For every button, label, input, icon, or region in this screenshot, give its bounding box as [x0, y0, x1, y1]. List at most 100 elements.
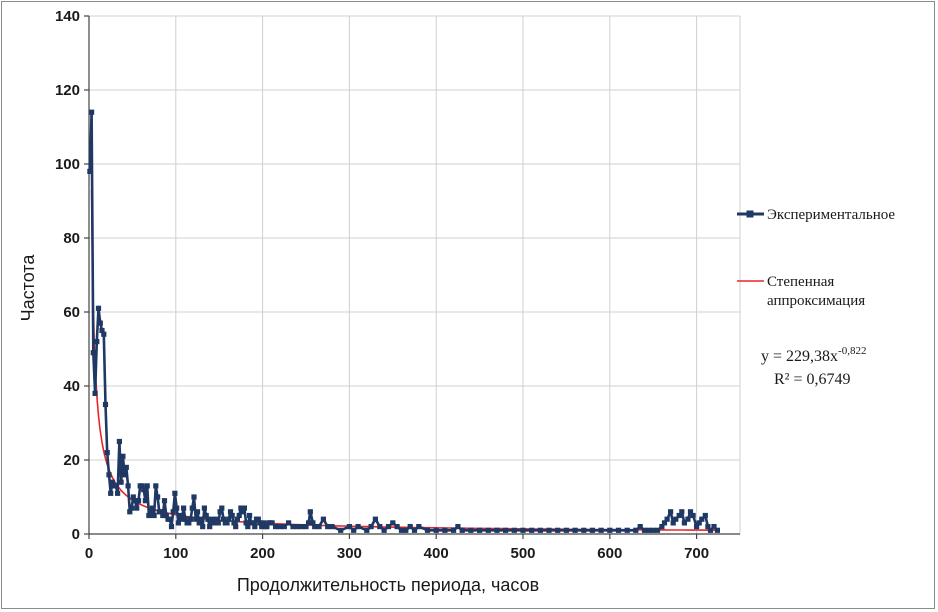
- experimental-point: [607, 527, 613, 533]
- equation-prefix: y = 229,38x: [761, 348, 838, 365]
- experimental-point: [224, 520, 230, 526]
- experimental-point: [219, 505, 225, 511]
- equation-main: y = 229,38x-0,822: [761, 345, 866, 365]
- experimental-point: [158, 509, 164, 515]
- experimental-point: [390, 520, 396, 526]
- experimental-point: [127, 509, 133, 515]
- experimental-point: [468, 527, 474, 533]
- experimental-point: [260, 520, 267, 526]
- experimental-point: [135, 498, 142, 504]
- experimental-point: [198, 516, 204, 522]
- experimental-point: [243, 520, 249, 526]
- experimental-point: [212, 520, 218, 526]
- experimental-point: [163, 512, 169, 519]
- experimental-point: [101, 331, 107, 337]
- experimental-point: [161, 498, 168, 504]
- experimental-point: [654, 527, 661, 533]
- experimental-point: [203, 512, 209, 519]
- experimental-point: [118, 479, 124, 485]
- y-axis-title: Частота: [18, 254, 38, 322]
- experimental-point: [676, 512, 682, 519]
- y-tick-label: 40: [63, 378, 80, 395]
- experimental-point: [455, 524, 461, 530]
- experimental-point: [104, 450, 110, 456]
- x-tick-label: 400: [424, 545, 449, 562]
- experimental-point: [442, 527, 448, 533]
- experimental-point: [702, 512, 708, 519]
- experimental-point: [699, 516, 705, 522]
- x-tick-label: 500: [510, 545, 535, 562]
- experimental-point: [125, 483, 131, 489]
- experimental-point: [416, 524, 422, 530]
- experimental-point: [134, 505, 140, 511]
- experimental-point: [252, 524, 258, 530]
- legend-experimental-label: Экспериментальное: [767, 207, 895, 223]
- equation-r2: R² = 0,6749: [774, 371, 851, 388]
- experimental-point: [148, 509, 154, 515]
- experimental-point: [312, 524, 318, 530]
- axes: [84, 15, 740, 539]
- y-tick-label: 100: [55, 156, 80, 173]
- experimental-point: [238, 505, 244, 511]
- experimental-point: [537, 527, 543, 533]
- experimental-point: [563, 527, 569, 533]
- experimental-point: [220, 516, 227, 522]
- experimental-point: [277, 524, 283, 530]
- experimental-point: [694, 524, 700, 530]
- experimental-point: [668, 509, 674, 515]
- experimental-point: [94, 339, 100, 345]
- experimental-point: [346, 524, 352, 530]
- experimental-point: [207, 524, 213, 530]
- experimental-point: [200, 524, 206, 530]
- experimental-point: [351, 527, 357, 533]
- experimental-point: [177, 512, 183, 519]
- legend-fit-label-line1: Степенная: [767, 274, 834, 290]
- experimental-point: [120, 453, 126, 459]
- experimental-point: [325, 524, 331, 530]
- experimental-point: [338, 527, 344, 533]
- experimental-point: [168, 524, 175, 530]
- experimental-point: [130, 494, 136, 500]
- experimental-point: [128, 505, 135, 511]
- legend-experimental-marker: [746, 210, 754, 218]
- experimental-point: [179, 516, 185, 522]
- experimental-point: [407, 524, 413, 530]
- experimental-point: [433, 527, 439, 533]
- experimental-point: [290, 524, 296, 530]
- experimental-point: [146, 512, 152, 519]
- experimental-point: [234, 516, 240, 522]
- experimental-point: [149, 505, 155, 511]
- experimental-point: [259, 524, 265, 530]
- experimental-point: [299, 524, 305, 530]
- experimental-point: [511, 527, 517, 533]
- experimental-point: [92, 390, 98, 396]
- experimental-point: [160, 512, 166, 519]
- experimental-point: [181, 505, 187, 511]
- x-tick-label: 0: [85, 545, 93, 562]
- experimental-point: [214, 516, 220, 522]
- y-tick-label: 0: [72, 526, 80, 543]
- experimental-point: [141, 487, 147, 493]
- experimental-point: [236, 512, 242, 519]
- experimental-point: [598, 527, 604, 533]
- grid: [89, 15, 741, 534]
- experimental-point: [132, 498, 138, 504]
- legend: Экспериментальное Степенная аппроксимаци…: [737, 207, 895, 309]
- experimental-point: [377, 524, 383, 530]
- experimental-point: [250, 520, 256, 526]
- experimental-point: [95, 305, 102, 311]
- experimental-point: [193, 516, 199, 522]
- experimental-point: [633, 527, 639, 533]
- experimental-point: [637, 524, 643, 530]
- experimental-point: [102, 401, 109, 408]
- experimental-point: [310, 520, 316, 526]
- experimental-point: [294, 524, 300, 530]
- experimental-point: [690, 512, 696, 519]
- x-tick-label: 600: [597, 545, 622, 562]
- experimental-point: [139, 483, 145, 489]
- experimental-point: [385, 524, 392, 530]
- experimental-point: [226, 516, 232, 522]
- experimental-point: [520, 527, 526, 533]
- experimental-point: [307, 509, 313, 515]
